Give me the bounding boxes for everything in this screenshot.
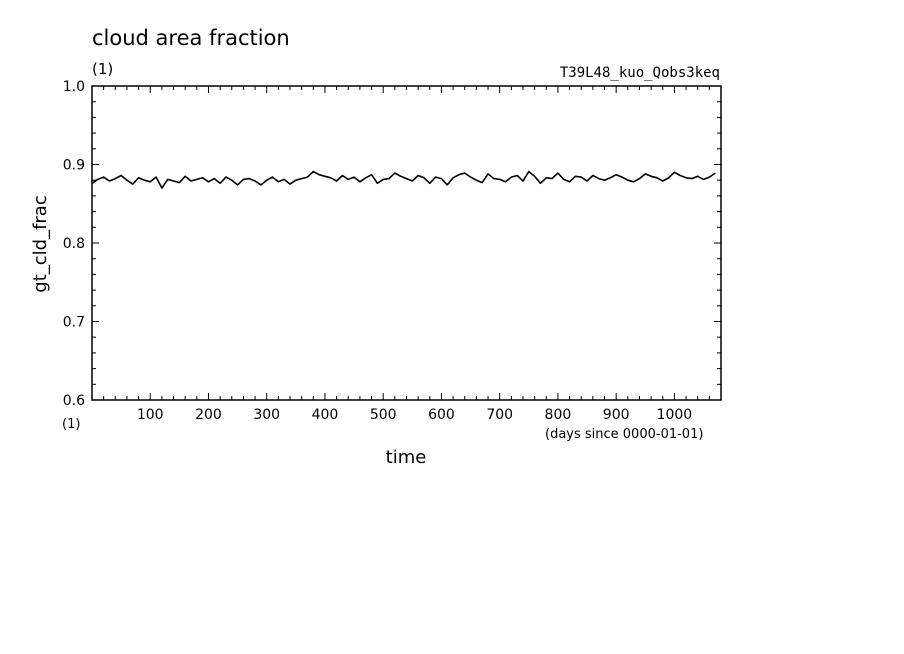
series-line xyxy=(91,170,716,189)
y-tick-label: 0.8 xyxy=(63,236,85,252)
title-units: (1) xyxy=(92,60,113,78)
axis-ticks xyxy=(92,86,721,400)
x-axis-units: (days since 0000-01-01) xyxy=(545,427,703,442)
x-axis-label: time xyxy=(386,447,427,468)
plot-frame xyxy=(91,85,722,401)
x-tick-label: 800 xyxy=(545,407,572,423)
y-tick-label: 0.7 xyxy=(63,315,85,331)
x-tick-label: 200 xyxy=(195,407,222,423)
y-axis-units: (1) xyxy=(62,417,80,432)
y-tick-label: 0.6 xyxy=(63,393,85,409)
y-tick-labels: 0.6 0.7 0.8 0.9 1.0 xyxy=(63,79,85,409)
y-axis-label: gt_cld_frac xyxy=(30,195,51,292)
x-tick-label: 100 xyxy=(137,407,164,423)
chart-title: cloud area fraction xyxy=(92,26,290,50)
y-tick-label: 1.0 xyxy=(63,79,85,95)
y-tick-label: 0.9 xyxy=(63,158,85,174)
x-tick-label: 600 xyxy=(428,407,455,423)
x-tick-label: 400 xyxy=(312,407,339,423)
x-tick-label: 700 xyxy=(486,407,513,423)
x-tick-label: 300 xyxy=(253,407,280,423)
x-tick-label: 900 xyxy=(603,407,630,423)
run-label: T39L48_kuo_Qobs3keq xyxy=(560,65,720,81)
x-tick-label: 1000 xyxy=(657,407,693,423)
x-tick-label: 500 xyxy=(370,407,397,423)
x-tick-labels: 100 200 300 400 500 600 700 800 900 1000 xyxy=(137,407,692,423)
